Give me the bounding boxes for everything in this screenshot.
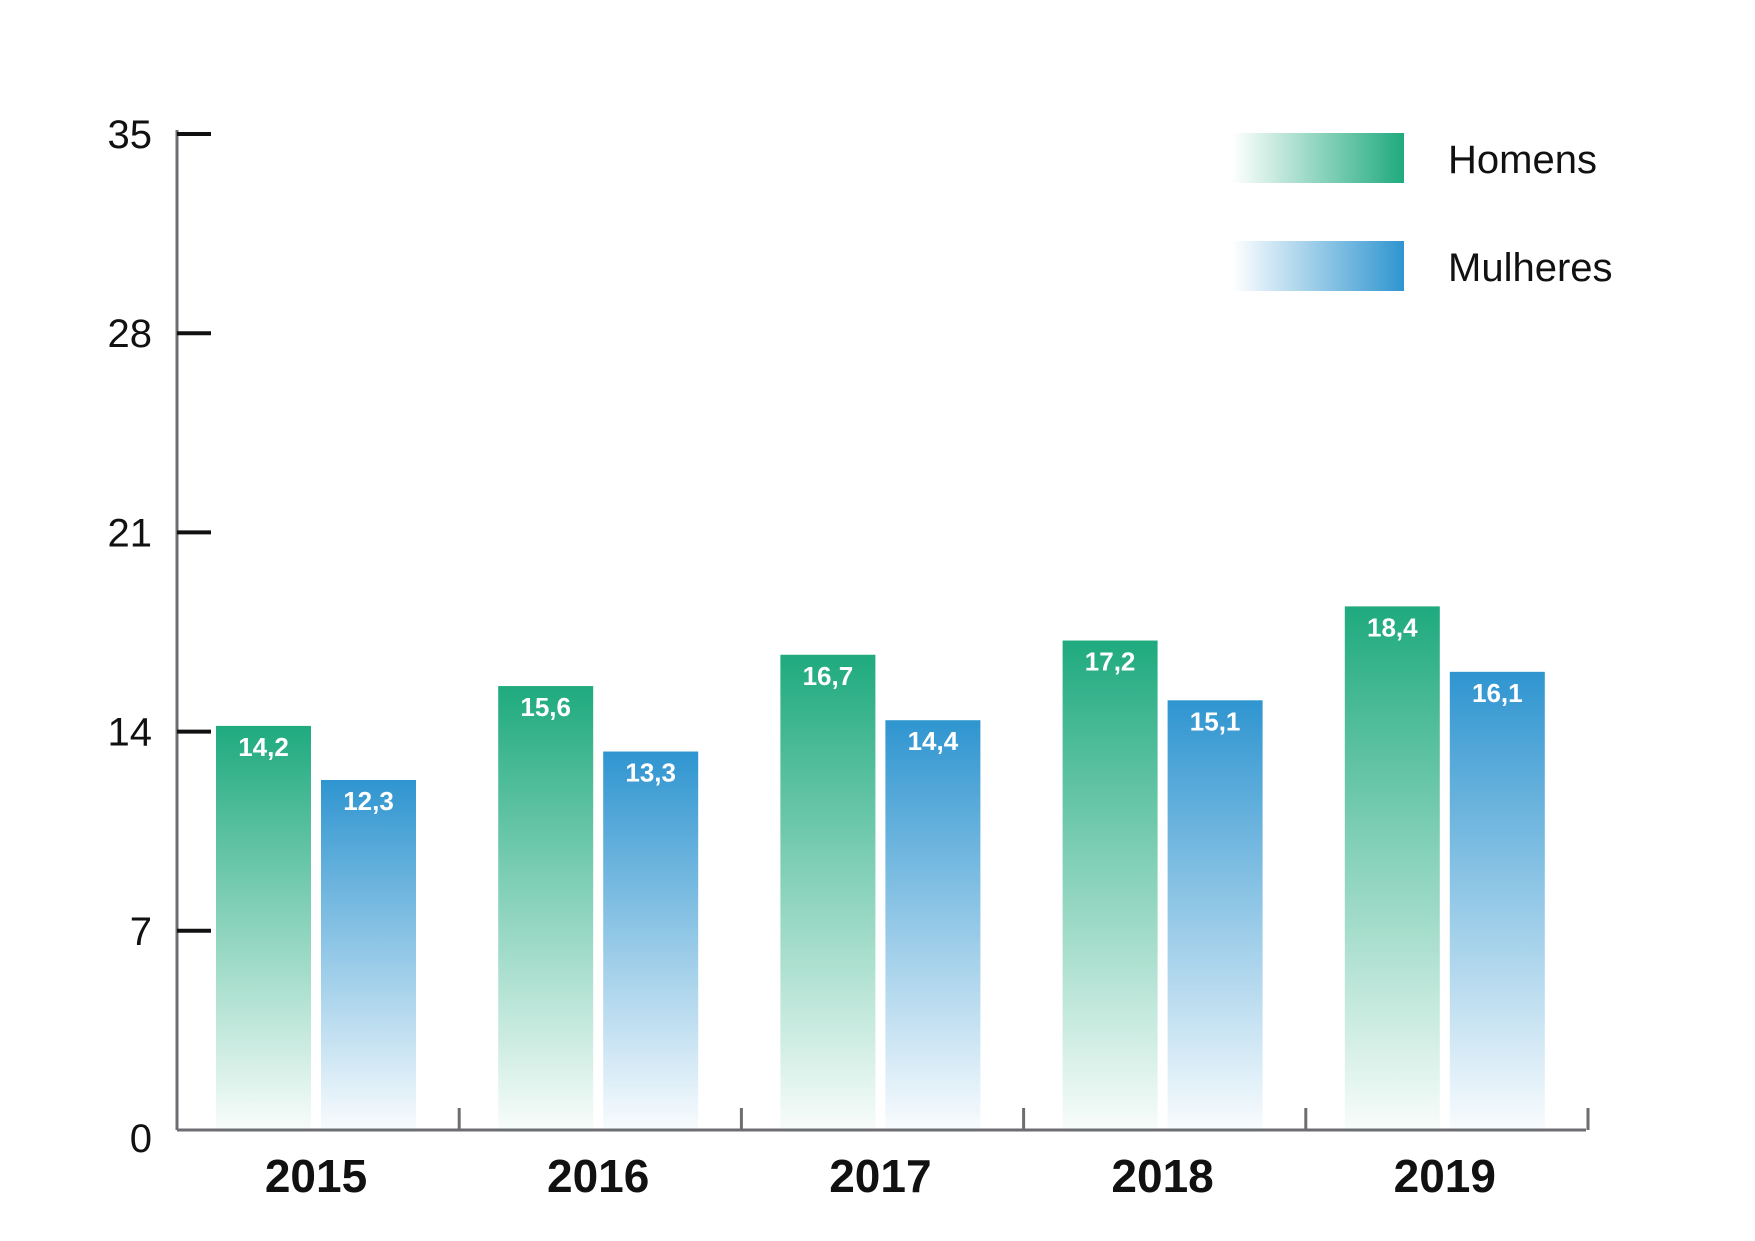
axes-layer: 0 7 14 21 28 35 2015 2016 2017 2018 2019 xyxy=(108,113,1590,1202)
bar-homens-2016 xyxy=(498,686,594,1130)
data-label-homens-2018: 17,2 xyxy=(1085,647,1136,677)
data-label-mulheres-2016: 13,3 xyxy=(625,758,676,788)
legend-label-homens: Homens xyxy=(1448,138,1597,182)
data-label-homens-2016: 15,6 xyxy=(520,692,571,722)
bar-mulheres-2017 xyxy=(885,720,981,1130)
bar-mulheres-2019 xyxy=(1449,671,1545,1130)
data-label-homens-2015: 14,2 xyxy=(238,732,289,762)
x-tick-label-2019: 2019 xyxy=(1394,1150,1496,1202)
x-tick-label-2017: 2017 xyxy=(829,1150,931,1202)
bar-homens-2015 xyxy=(216,725,311,1130)
legend-swatch-homens xyxy=(1232,133,1404,183)
y-tick-label-0: 0 xyxy=(130,1117,152,1161)
legend: Homens Mulheres xyxy=(1232,133,1613,291)
bar-mulheres-2016 xyxy=(603,751,699,1130)
x-tick-label-2015: 2015 xyxy=(265,1150,367,1202)
data-label-homens-2019: 18,4 xyxy=(1367,612,1418,642)
legend-swatch-mulheres xyxy=(1232,241,1404,291)
bar-homens-2017 xyxy=(780,654,876,1130)
bar-homens-2018 xyxy=(1062,640,1158,1130)
y-tick-label-7: 7 xyxy=(130,910,152,954)
bar-homens-2019 xyxy=(1344,606,1440,1130)
bar-mulheres-2018 xyxy=(1167,700,1263,1130)
x-tick-label-2018: 2018 xyxy=(1111,1150,1213,1202)
y-tick-label-21: 21 xyxy=(108,511,153,555)
x-tick-label-2016: 2016 xyxy=(547,1150,649,1202)
bars-layer: 14,2 12,3 15,6 13,3 16,7 14,4 17,2 15,1 18,4 16,1 xyxy=(216,606,1545,1130)
data-label-mulheres-2017: 14,4 xyxy=(908,726,959,756)
y-tick-label-14: 14 xyxy=(108,711,153,755)
data-label-mulheres-2018: 15,1 xyxy=(1190,706,1241,736)
data-label-homens-2017: 16,7 xyxy=(803,661,854,691)
y-tick-label-35: 35 xyxy=(108,113,153,157)
data-label-mulheres-2015: 12,3 xyxy=(343,786,394,816)
data-label-mulheres-2019: 16,1 xyxy=(1472,678,1523,708)
bar-mulheres-2015 xyxy=(321,779,416,1130)
y-tick-label-28: 28 xyxy=(108,312,153,356)
legend-label-mulheres: Mulheres xyxy=(1448,246,1613,290)
